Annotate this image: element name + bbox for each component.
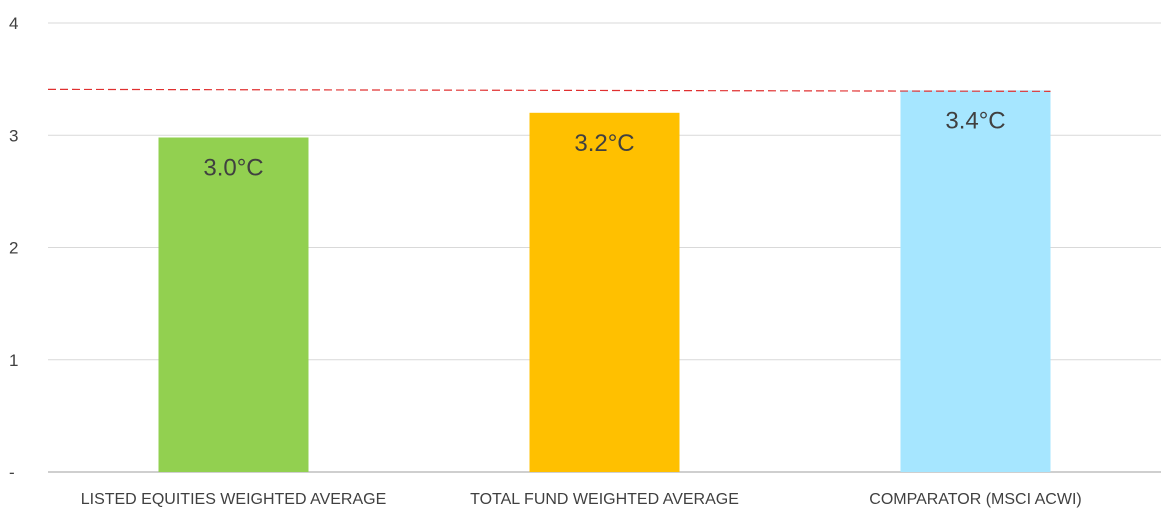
category-label: COMPARATOR (MSCI ACWI) bbox=[869, 491, 1081, 508]
bar bbox=[158, 137, 309, 472]
data-label: 3.0°C bbox=[203, 154, 263, 181]
reference-line bbox=[47, 88, 1051, 92]
x-axis-category-labels: LISTED EQUITIES WEIGHTED AVERAGE TOTAL FU… bbox=[81, 491, 1082, 508]
y-tick-label: 3 bbox=[9, 126, 18, 145]
data-labels: 3.0°C 3.2°C 3.4°C bbox=[203, 107, 1005, 181]
category-label: LISTED EQUITIES WEIGHTED AVERAGE bbox=[81, 491, 387, 508]
y-axis-tick-labels: - 1 2 3 4 bbox=[9, 14, 18, 482]
y-tick-label: 4 bbox=[9, 14, 18, 33]
bar bbox=[529, 112, 680, 473]
bars bbox=[158, 90, 1051, 473]
data-label: 3.2°C bbox=[574, 130, 634, 157]
data-label: 3.4°C bbox=[945, 107, 1005, 134]
y-tick-label: 1 bbox=[9, 351, 18, 370]
category-label: TOTAL FUND WEIGHTED AVERAGE bbox=[470, 491, 739, 508]
bar bbox=[900, 90, 1051, 472]
y-tick-label: - bbox=[9, 463, 15, 482]
y-tick-label: 2 bbox=[9, 239, 18, 258]
reference-line-layer bbox=[47, 88, 1051, 92]
